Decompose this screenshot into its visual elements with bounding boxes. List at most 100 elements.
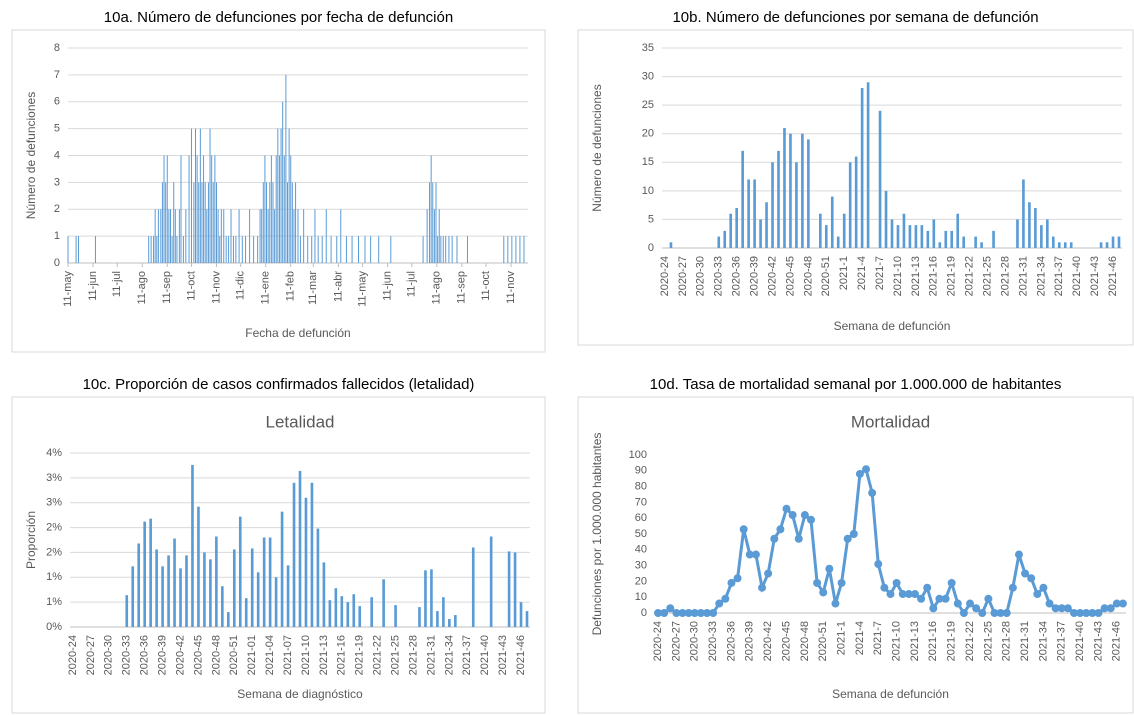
- y-tick-label: 70: [635, 496, 647, 508]
- marker: [862, 465, 871, 474]
- bar: [433, 209, 435, 263]
- bar: [235, 236, 237, 263]
- bar: [266, 182, 268, 263]
- x-tick-label: 2021-22: [372, 635, 384, 675]
- y-tick-label: 20: [642, 128, 654, 140]
- x-tick-label: 2021-19: [354, 635, 366, 675]
- marker: [953, 599, 962, 608]
- y-tick-label: 90: [635, 465, 647, 477]
- bar: [150, 236, 152, 263]
- bar: [180, 155, 182, 263]
- y-axis-label: Número de defunciones: [590, 84, 604, 211]
- bar: [161, 182, 163, 263]
- bar: [238, 516, 242, 627]
- marker: [1070, 609, 1079, 617]
- y-tick-label: 0: [648, 242, 654, 254]
- bar: [454, 615, 457, 627]
- x-tick-label: 2021-37: [461, 635, 473, 675]
- bar: [310, 482, 314, 627]
- bar: [232, 549, 236, 627]
- y-tick-label: 100: [629, 449, 647, 461]
- marker: [758, 583, 767, 592]
- x-tick-label: 2021-19: [946, 621, 958, 661]
- bar: [1117, 236, 1121, 248]
- bar: [1016, 219, 1019, 248]
- x-tick-label: 2020-39: [157, 635, 169, 675]
- bar: [435, 182, 437, 263]
- bar: [203, 552, 206, 627]
- bar: [430, 569, 433, 627]
- bar: [245, 236, 247, 263]
- marker: [910, 590, 919, 599]
- marker: [678, 609, 687, 617]
- y-tick-label: 35: [642, 42, 654, 54]
- bar: [328, 600, 332, 627]
- marker: [1118, 599, 1127, 608]
- panel-frame: [577, 396, 1134, 714]
- bar: [167, 555, 170, 627]
- marker: [806, 515, 815, 524]
- x-tick-label: 11-nov: [210, 271, 222, 304]
- x-tick-label: 2020-30: [695, 256, 707, 296]
- bar: [173, 182, 175, 263]
- bar: [759, 219, 762, 248]
- marker: [972, 604, 981, 613]
- x-tick-label: 2021-31: [425, 635, 437, 675]
- bar: [430, 155, 432, 263]
- bar: [1040, 225, 1043, 248]
- x-tick-label: 2021-13: [910, 256, 922, 296]
- bar: [280, 128, 282, 263]
- bar: [282, 101, 284, 263]
- bar: [854, 156, 858, 248]
- y-tick-label: 50: [635, 528, 647, 540]
- chart-title: Mortalidad: [851, 412, 930, 431]
- bar: [298, 470, 302, 627]
- bar: [221, 586, 224, 627]
- bar: [268, 537, 272, 627]
- bar: [322, 562, 326, 627]
- bar: [297, 209, 299, 263]
- bar: [723, 230, 727, 248]
- marker: [1021, 569, 1030, 578]
- y-tick-label: 5: [648, 213, 654, 225]
- bar: [489, 536, 493, 627]
- bar: [507, 551, 511, 627]
- bar: [272, 182, 274, 263]
- bar: [269, 182, 271, 263]
- x-tick-label: 2020-24: [652, 621, 664, 661]
- bar: [185, 555, 188, 627]
- marker: [813, 578, 822, 587]
- x-tick-label: 2021-31: [1019, 621, 1031, 661]
- bar: [176, 236, 178, 263]
- bar: [274, 577, 278, 627]
- x-tick-label: 2020-48: [799, 621, 811, 661]
- marker: [984, 594, 993, 603]
- y-tick-label: 6: [54, 96, 60, 108]
- bar: [241, 236, 243, 263]
- y-tick-label: 8: [54, 42, 60, 54]
- bar: [836, 236, 840, 248]
- bar: [196, 155, 198, 263]
- x-tick-label: 2021-07: [282, 635, 294, 675]
- marker: [794, 534, 803, 543]
- marker: [764, 569, 773, 578]
- bar: [432, 182, 434, 263]
- bar: [215, 536, 218, 627]
- x-tick-label: 2021-34: [1037, 621, 1049, 661]
- bar: [503, 236, 505, 263]
- marker: [696, 609, 705, 617]
- bar: [185, 209, 187, 263]
- bar: [896, 225, 900, 248]
- marker: [751, 550, 760, 559]
- x-tick-label: 2021-28: [407, 635, 419, 675]
- bar: [1111, 236, 1115, 248]
- bar: [148, 236, 150, 263]
- marker: [825, 564, 834, 573]
- bar: [155, 549, 158, 627]
- bar: [519, 602, 523, 627]
- x-tick-label: 2021-34: [443, 635, 455, 675]
- marker: [1100, 604, 1109, 613]
- bar: [149, 518, 152, 627]
- marker: [1112, 599, 1121, 608]
- bar: [1022, 179, 1025, 248]
